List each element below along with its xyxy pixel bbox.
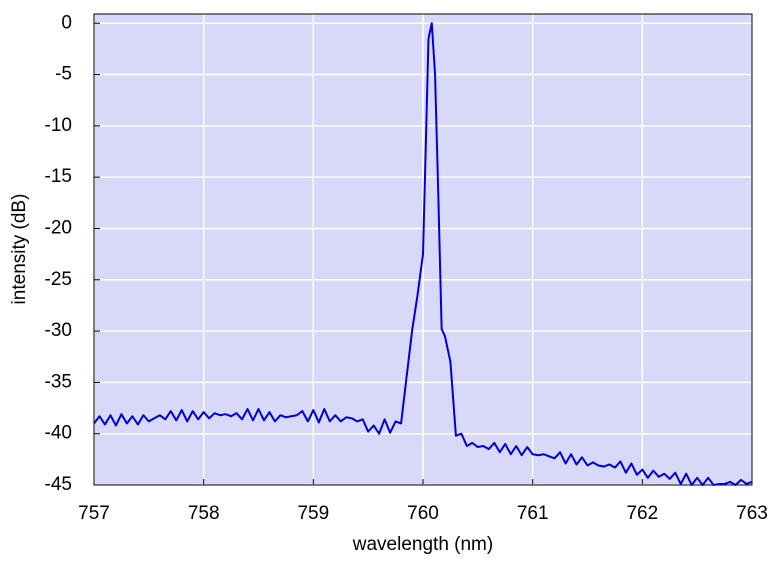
- x-tick-label: 761: [517, 503, 549, 524]
- y-tick-label: -35: [45, 371, 72, 392]
- y-tick-label: -15: [45, 166, 72, 187]
- y-tick-label: 0: [61, 12, 72, 33]
- x-tick-label: 763: [736, 503, 768, 524]
- y-tick-label: -20: [45, 217, 72, 238]
- y-tick-label: -10: [45, 115, 72, 136]
- x-tick-label: 759: [297, 503, 329, 524]
- y-tick-label: -30: [45, 320, 72, 341]
- y-tick-label: -45: [45, 474, 72, 495]
- x-axis-title: wavelength (nm): [352, 534, 493, 555]
- y-tick-label: -5: [55, 64, 72, 85]
- y-axis-title: intensity (dB): [9, 194, 30, 305]
- x-tick-label: 757: [78, 503, 110, 524]
- x-tick-label: 762: [626, 503, 658, 524]
- plot-frame: [93, 13, 753, 486]
- x-tick-label: 758: [188, 503, 220, 524]
- data-line: [93, 22, 753, 486]
- y-tick-label: -25: [45, 269, 72, 290]
- y-tick-label: -40: [45, 423, 72, 444]
- x-tick-label: 760: [407, 503, 439, 524]
